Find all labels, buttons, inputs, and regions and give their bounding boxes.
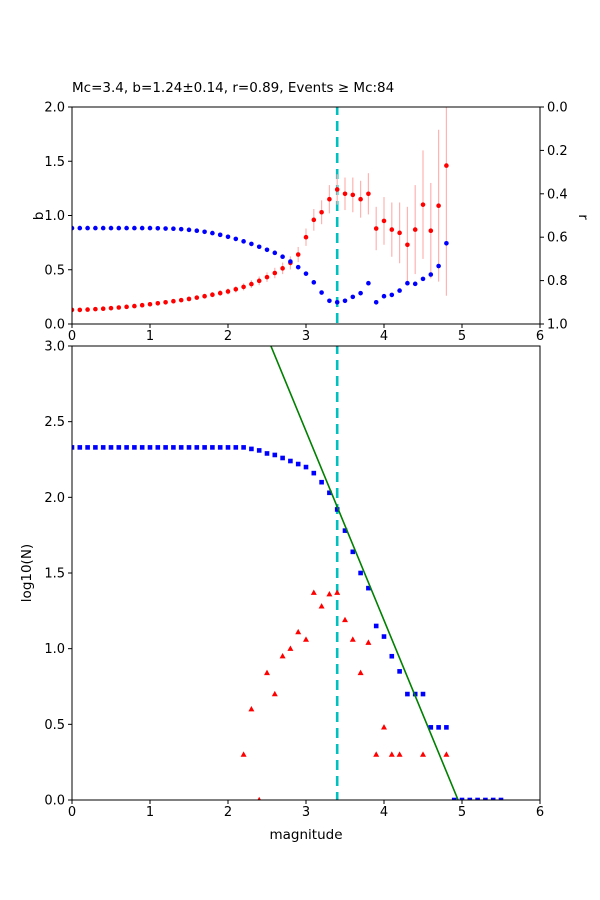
svg-text:2: 2: [224, 805, 232, 820]
bottom-x-axis-label: magnitude: [269, 827, 343, 843]
top-right-axis-label: r: [575, 214, 591, 220]
svg-text:4: 4: [380, 805, 388, 820]
svg-text:6: 6: [536, 329, 544, 344]
svg-text:0.5: 0.5: [44, 263, 65, 278]
svg-text:2.0: 2.0: [44, 101, 65, 116]
svg-text:2: 2: [224, 329, 232, 344]
svg-text:0.2: 0.2: [547, 144, 568, 159]
svg-text:0.5: 0.5: [44, 718, 65, 733]
svg-text:0: 0: [68, 329, 76, 344]
svg-text:1.0: 1.0: [547, 318, 568, 333]
svg-text:1: 1: [146, 805, 154, 820]
svg-text:1.5: 1.5: [44, 567, 65, 582]
svg-text:1.0: 1.0: [44, 642, 65, 657]
svg-text:6: 6: [536, 805, 544, 820]
svg-text:0.8: 0.8: [547, 274, 568, 289]
svg-text:3.0: 3.0: [44, 340, 65, 355]
plot-title: Mc=3.4, b=1.24±0.14, r=0.89, Events ≥ Mc…: [72, 80, 395, 96]
svg-text:0.0: 0.0: [44, 318, 65, 333]
svg-text:2.5: 2.5: [44, 415, 65, 430]
svg-text:1.5: 1.5: [44, 155, 65, 170]
svg-text:1.0: 1.0: [44, 209, 65, 224]
top-left-axis-label: b: [31, 211, 47, 221]
svg-text:5: 5: [458, 329, 466, 344]
svg-text:2.0: 2.0: [44, 491, 65, 506]
svg-text:0.6: 0.6: [547, 231, 568, 246]
svg-text:3: 3: [302, 805, 310, 820]
svg-text:0.0: 0.0: [547, 101, 568, 116]
svg-text:0: 0: [68, 805, 76, 820]
svg-text:0.0: 0.0: [44, 794, 65, 809]
svg-text:4: 4: [380, 329, 388, 344]
bottom-y-axis-label: log10(N): [19, 543, 35, 603]
svg-text:0.4: 0.4: [547, 187, 568, 202]
svg-text:5: 5: [458, 805, 466, 820]
svg-text:3: 3: [302, 329, 310, 344]
svg-text:1: 1: [146, 329, 154, 344]
